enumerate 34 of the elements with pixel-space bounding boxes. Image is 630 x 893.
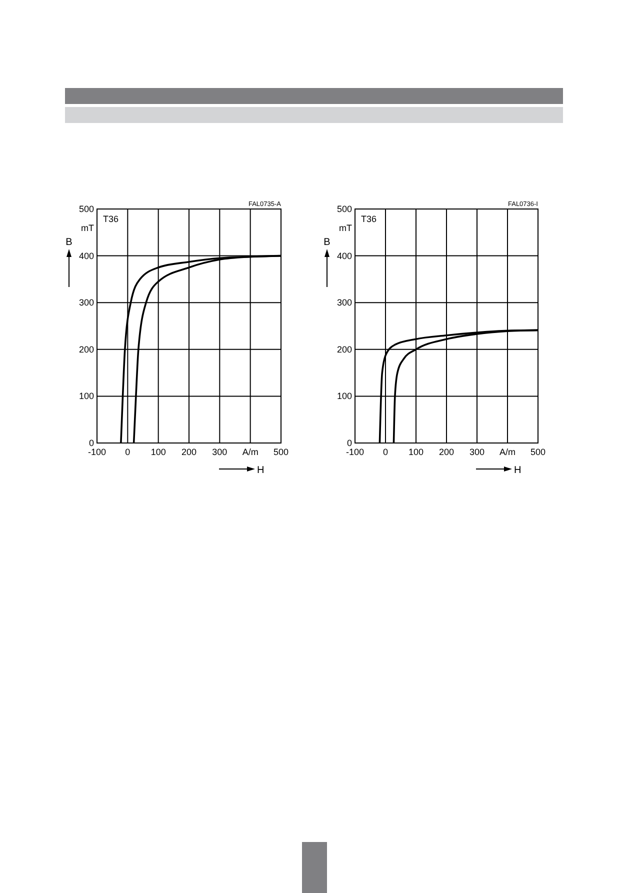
x-tick-label: 200 (181, 447, 197, 457)
x-tick-label: 0 (125, 447, 130, 457)
annotation: T36 (103, 214, 119, 224)
x-axis-title: H (257, 465, 264, 476)
y-tick-label: 500 (78, 204, 94, 214)
x-tick-label: 100 (408, 447, 424, 457)
x-tick-label: 200 (438, 447, 454, 457)
y-tick-label: 100 (78, 391, 94, 402)
x-tick-label: A/m (499, 447, 516, 457)
x-tick-label: 300 (212, 447, 228, 457)
x-tick-label: A/m (242, 447, 258, 457)
y-tick-label: 500 (336, 204, 352, 214)
y-tick-label: 100 (336, 391, 352, 402)
x-tick-label: 100 (150, 447, 166, 457)
y-tick-label: 0 (346, 438, 352, 448)
x-tick-label: -100 (346, 447, 364, 457)
y-tick-label: 200 (78, 344, 94, 354)
text: mT (339, 223, 352, 233)
y-tick-label: 300 (78, 298, 94, 308)
y-tick-label: 300 (336, 298, 352, 308)
y-tick-label: 0 (88, 438, 94, 448)
x-tick-label: 300 (469, 447, 485, 457)
text: mT (81, 223, 94, 233)
x-tick-label: -100 (88, 447, 106, 457)
annotation: T36 (361, 214, 377, 224)
y-tick-label: 200 (336, 344, 352, 354)
y-axis-title: B (324, 237, 331, 248)
x-tick-label: 0 (382, 447, 388, 457)
y-tick-label: 400 (336, 250, 352, 261)
x-axis-title: H (514, 465, 522, 476)
y-tick-label: 400 (78, 250, 94, 261)
x-tick-label: 500 (530, 447, 546, 457)
x-tick-label: 500 (273, 447, 289, 457)
y-axis-title: B (66, 237, 73, 248)
